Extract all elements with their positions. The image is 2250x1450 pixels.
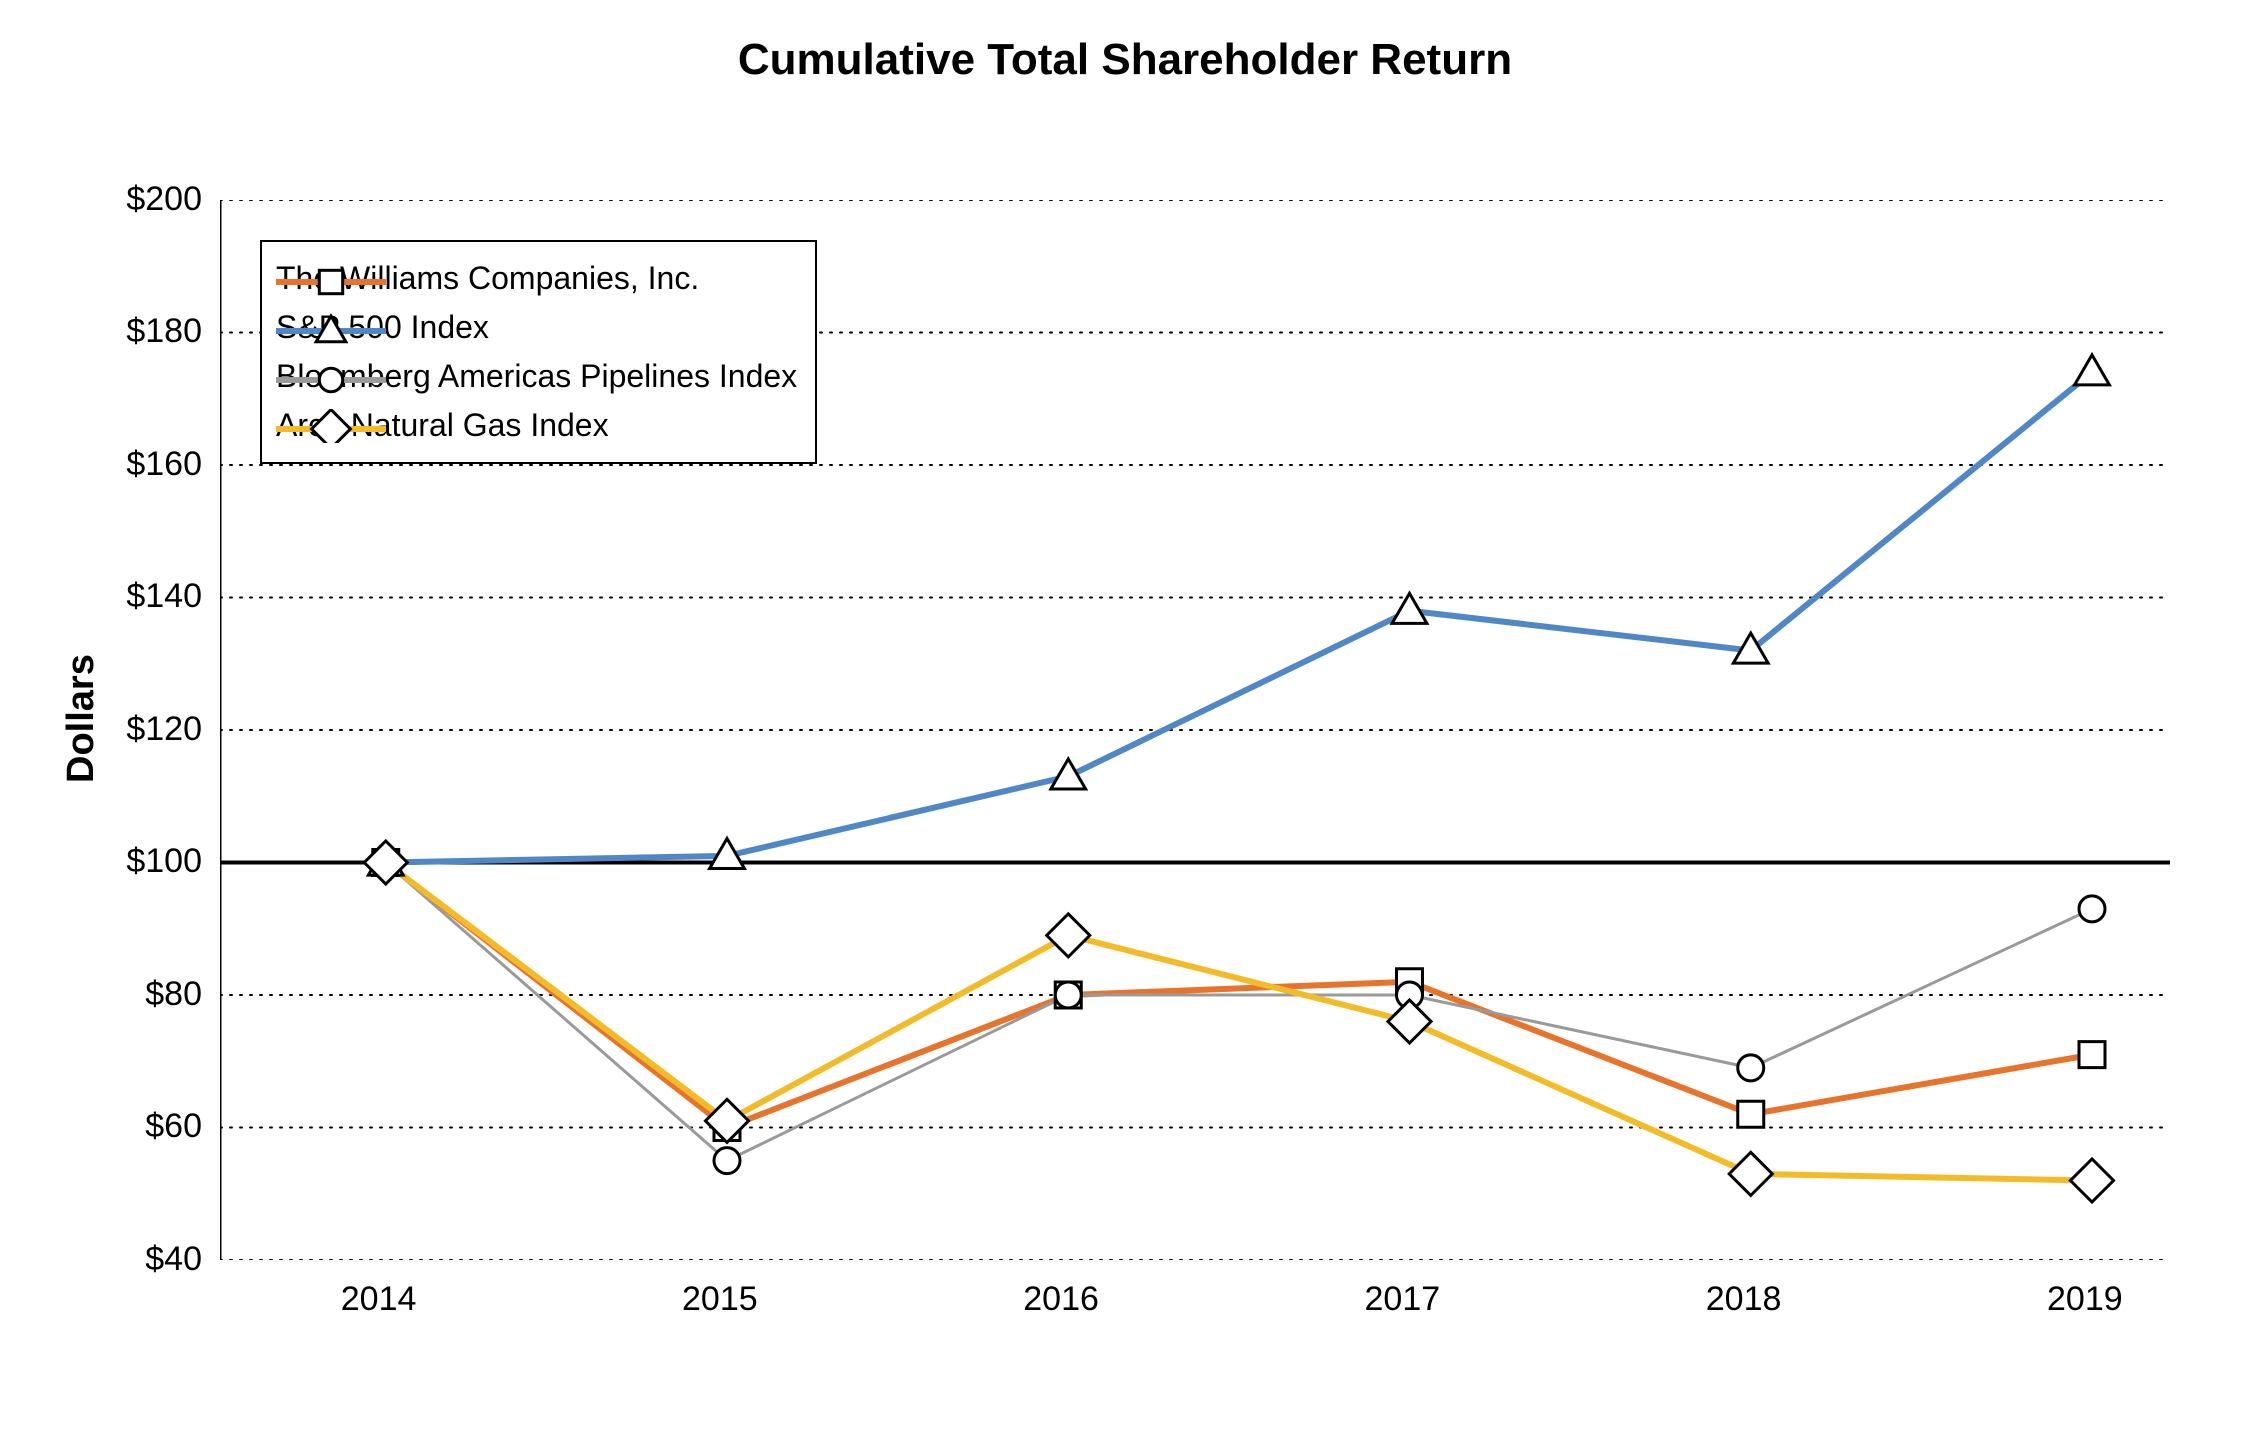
y-axis-label: Dollars: [60, 654, 103, 783]
legend-swatch: [276, 409, 386, 443]
y-tick-label: $180: [126, 312, 202, 351]
x-tick-label: 2017: [1365, 1280, 1441, 1319]
x-tick-label: 2015: [682, 1280, 758, 1319]
legend-item: The Williams Companies, Inc.: [276, 254, 797, 303]
chart-legend: The Williams Companies, Inc.S&P 500 Inde…: [260, 240, 817, 464]
y-tick-label: $40: [145, 1240, 202, 1279]
y-tick-label: $200: [126, 180, 202, 219]
y-tick-label: $120: [126, 710, 202, 749]
y-tick-label: $140: [126, 577, 202, 616]
legend-item: Bloomberg Americas Pipelines Index: [276, 352, 797, 401]
legend-swatch: [276, 262, 386, 296]
legend-item: Arca Natural Gas Index: [276, 401, 797, 450]
x-tick-label: 2016: [1023, 1280, 1099, 1319]
x-tick-label: 2018: [1706, 1280, 1782, 1319]
y-tick-label: $160: [126, 445, 202, 484]
x-tick-label: 2019: [2047, 1280, 2123, 1319]
x-tick-label: 2014: [341, 1280, 417, 1319]
y-tick-label: $60: [145, 1107, 202, 1146]
chart-container: Cumulative Total Shareholder Return Doll…: [0, 0, 2250, 1450]
legend-swatch: [276, 311, 386, 345]
chart-title: Cumulative Total Shareholder Return: [0, 35, 2250, 85]
legend-item: S&P 500 Index: [276, 303, 797, 352]
y-tick-label: $100: [126, 842, 202, 881]
legend-swatch: [276, 360, 386, 394]
y-tick-label: $80: [145, 975, 202, 1014]
